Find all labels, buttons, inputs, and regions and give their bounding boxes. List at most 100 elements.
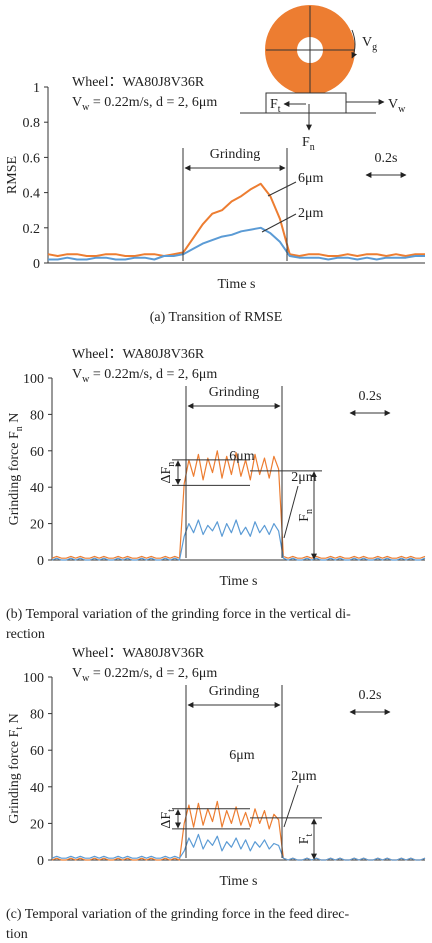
y-tick-label: 0.8: [23, 116, 41, 131]
delta-label: ΔFn: [159, 462, 177, 484]
diagram-label-part: g: [372, 42, 377, 53]
caption: (a) Transition of RMSE: [150, 310, 283, 325]
y-tick-label: 0: [33, 257, 40, 272]
y-tick-label: 40: [30, 481, 44, 496]
condition-label: Vw = 0.22m/s, d = 2, 6μm: [72, 666, 217, 684]
series-line: [47, 182, 425, 257]
diagram-label: Vw: [388, 97, 406, 115]
leader: [267, 181, 297, 197]
condition-label-part: = 0.22m/s, d = 2, 6μm: [89, 95, 217, 110]
diagram-label-part: F: [270, 97, 278, 112]
period-label: 0.2s: [375, 151, 398, 166]
period-label: 0.2s: [359, 688, 382, 703]
y-tick-label: 0.2: [23, 222, 41, 237]
wheel-label: Wheel：WA80J8V36R: [72, 347, 205, 362]
series-line: [51, 519, 426, 561]
delta-label-part: n: [166, 462, 177, 467]
x-axis-label: Time s: [217, 277, 255, 292]
force-label: Ft: [297, 833, 315, 844]
diagram-label-part: t: [278, 104, 281, 115]
x-axis-label: Time s: [219, 874, 257, 889]
force-label-part: F: [297, 836, 312, 844]
diagram-label-part: n: [310, 142, 315, 153]
grinding-label: Grinding: [209, 385, 260, 400]
series-label: 6μm: [229, 449, 255, 464]
y-axis-label-part: t: [14, 727, 25, 730]
grinding-label: Grinding: [210, 147, 261, 162]
condition-label-part: w: [82, 673, 90, 684]
series-label: 2μm: [291, 470, 317, 485]
condition-label-part: = 0.22m/s, d = 2, 6μm: [89, 367, 217, 382]
y-tick-label: 80: [30, 408, 44, 423]
y-tick-label: 0: [37, 554, 44, 569]
y-tick-label: 60: [30, 445, 44, 460]
y-tick-label: 20: [30, 518, 44, 533]
condition-label-part: w: [82, 374, 90, 385]
delta-label: ΔFt: [159, 809, 177, 829]
diagram-label: Fn: [302, 135, 315, 153]
leader: [261, 213, 297, 233]
x-axis-label: Time s: [219, 574, 257, 589]
delta-label-part: t: [166, 809, 177, 812]
series-line: [51, 833, 426, 861]
y-tick-label: 0.6: [23, 151, 41, 166]
y-axis-label-part: Grinding force F: [7, 729, 22, 823]
condition-label-part: V: [72, 666, 82, 681]
y-axis-label: Grinding force Fn N: [7, 413, 25, 526]
series-label: 6μm: [229, 748, 255, 763]
condition-label: Vw = 0.22m/s, d = 2, 6μm: [72, 95, 217, 113]
diagram-label: Vg: [362, 35, 377, 53]
force-label-part: n: [304, 509, 315, 514]
condition-label-part: w: [82, 102, 90, 113]
wheel-label: Wheel：WA80J8V36R: [72, 646, 205, 661]
y-axis-label-part: Grinding force F: [7, 431, 22, 525]
condition-label-part: V: [72, 367, 82, 382]
y-axis-label-part: N: [7, 413, 22, 427]
diagram-label: Ft: [270, 97, 281, 115]
y-axis-label: RMSE: [5, 156, 20, 194]
y-axis-label-part: RMSE: [5, 156, 20, 194]
y-tick-label: 0: [37, 854, 44, 869]
delta-label-part: ΔF: [159, 467, 174, 484]
y-tick-label: 100: [23, 372, 44, 387]
y-axis-label: Grinding force Ft N: [7, 713, 25, 824]
condition-label: Vw = 0.22m/s, d = 2, 6μm: [72, 367, 217, 385]
y-tick-label: 0.4: [23, 187, 41, 202]
period-label: 0.2s: [359, 389, 382, 404]
diagram-label-part: w: [398, 104, 406, 115]
y-tick-label: 60: [30, 744, 44, 759]
series-line: [51, 800, 426, 861]
condition-label-part: V: [72, 95, 82, 110]
diagram-label-part: V: [388, 97, 398, 112]
series-label: 2μm: [298, 206, 324, 221]
caption: (b) Temporal variation of the grinding f…: [6, 607, 351, 622]
series-line: [51, 450, 426, 559]
diagram-label-part: V: [362, 35, 372, 50]
grinding-label: Grinding: [209, 684, 260, 699]
diagram-label-part: F: [302, 135, 310, 150]
y-tick-label: 80: [30, 708, 44, 723]
series-label: 2μm: [291, 769, 317, 784]
y-tick-label: 40: [30, 781, 44, 796]
y-tick-label: 100: [23, 671, 44, 686]
rotation-arrow: [351, 29, 357, 59]
wheel-label: Wheel：WA80J8V36R: [72, 75, 205, 90]
caption: tion: [6, 927, 28, 942]
force-label-part: F: [297, 514, 312, 522]
y-tick-label: 1: [33, 81, 40, 96]
leader: [283, 485, 299, 539]
caption: (c) Temporal variation of the grinding f…: [6, 907, 350, 922]
series-label: 6μm: [298, 171, 324, 186]
force-label: Fn: [297, 509, 315, 522]
force-label-part: t: [304, 833, 315, 836]
condition-label-part: = 0.22m/s, d = 2, 6μm: [89, 666, 217, 681]
leader: [283, 784, 299, 828]
y-axis-label-part: N: [7, 713, 22, 727]
caption: rection: [6, 627, 45, 642]
series-line: [48, 226, 425, 261]
y-axis-label-part: n: [14, 426, 25, 431]
delta-label-part: ΔF: [159, 812, 174, 829]
y-tick-label: 20: [30, 817, 44, 832]
